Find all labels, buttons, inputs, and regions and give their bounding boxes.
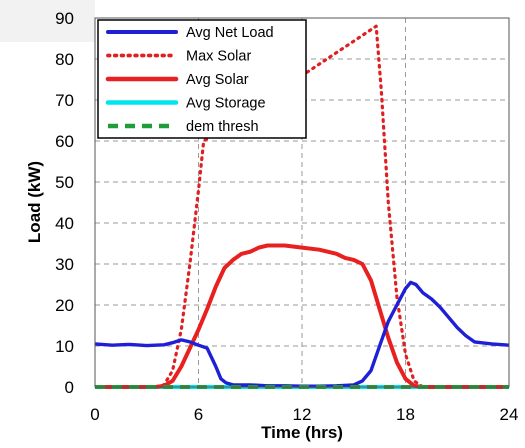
y-tick-label: 30 [55, 255, 74, 274]
legend-label-avg-net-load: Avg Net Load [186, 25, 274, 41]
legend-label-avg-solar: Avg Solar [186, 72, 249, 88]
y-tick-label: 40 [55, 214, 74, 233]
y-tick-label: 50 [55, 173, 74, 192]
y-tick-label: 70 [55, 91, 74, 110]
y-tick-label: 80 [55, 50, 74, 69]
x-tick-label: 24 [500, 405, 519, 424]
plot-frame [94, 17, 510, 388]
x-tick-label: 6 [194, 405, 203, 424]
legend-label-avg-storage: Avg Storage [186, 96, 266, 112]
legend-label-dem-thresh: dem thresh [186, 119, 259, 135]
y-tick-label: 60 [55, 132, 74, 151]
legend-label-max-solar: Max Solar [186, 49, 251, 65]
x-tick-label: 18 [396, 405, 415, 424]
x-tick-label: 12 [293, 405, 312, 424]
y-axis-label: Load (kW) [25, 161, 44, 243]
series-line-avg-solar [95, 243, 509, 389]
y-tick-label: 20 [55, 296, 74, 315]
y-tick-label: 10 [55, 337, 74, 356]
y-tick-label: 90 [55, 9, 74, 28]
top-left-panel [0, 0, 95, 42]
axis-ticks: 0 10 20 30 40 50 60 70 80 90 0 6 12 18 24 [55, 9, 518, 424]
series-line-avg-net-load [95, 280, 509, 388]
y-tick-label: 0 [65, 378, 74, 397]
legend: Avg Net Load Max Solar Avg Solar Avg Storag… [97, 19, 307, 139]
x-axis-label: Time (hrs) [261, 423, 343, 442]
x-tick-label: 0 [90, 405, 99, 424]
